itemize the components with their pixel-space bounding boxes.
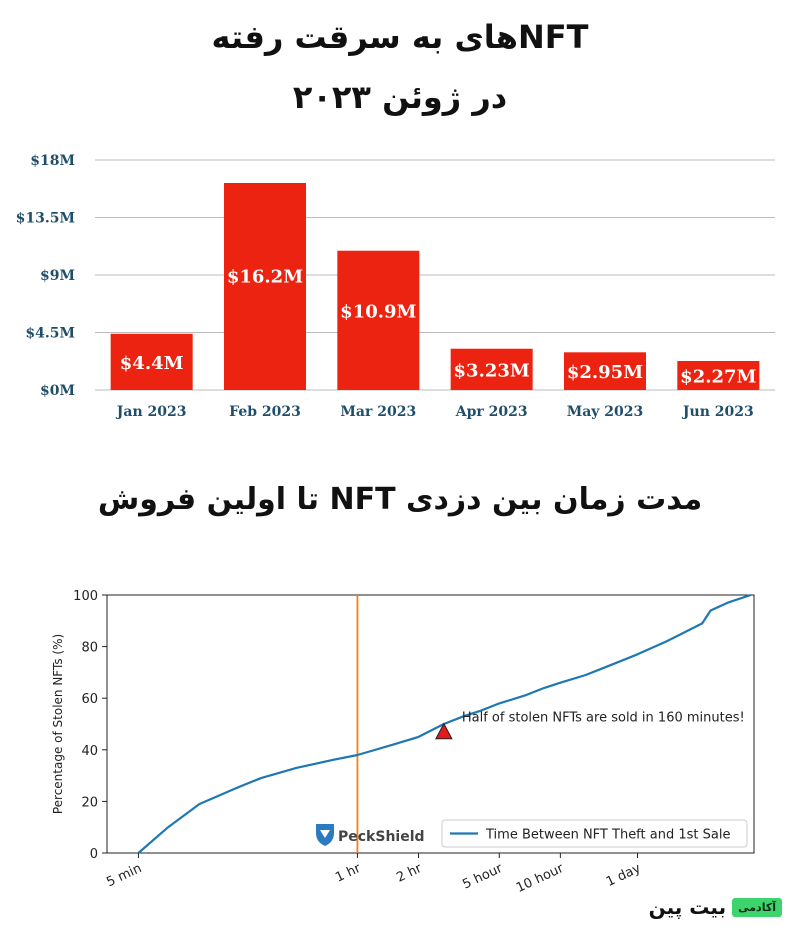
peckshield-logo-text: PeckShield [338,829,425,845]
y-tick-label: 80 [81,641,98,656]
y-tick-label: 100 [73,589,98,604]
bar [110,333,193,390]
bar [224,183,306,390]
y-tick-label: $4.5M [25,326,75,342]
peckshield-logo-mark [320,830,330,838]
bar [564,352,646,390]
x-tick-label: Jun 2023 [681,404,754,420]
y-tick-label: 0 [90,847,98,862]
x-tick-label: 1 day [604,861,644,890]
y-tick-label: 60 [81,692,98,707]
plot-frame [106,594,755,854]
bar [677,360,760,390]
bar-value-label: $2.95M [567,362,643,383]
x-tick-label: 5 min [104,861,144,890]
x-tick-label: Mar 2023 [340,404,416,420]
bar [450,348,533,390]
bar-value-label: $4.4M [120,353,184,374]
bar-chart: $0M $4.5M $9M $13.5M $18M $4.4M Jan 2023 $16.2M… [16,153,775,420]
bar [337,250,420,390]
x-tick-label: 1 hr [333,861,363,886]
annotation-text: Half of stolen NFTs are sold in 160 minu… [462,711,745,726]
legend-label: Time Between NFT Theft and 1st Sale [485,828,730,843]
y-tick-label: $18M [30,153,75,169]
peckshield-logo-icon [316,824,334,846]
y-tick-label: 20 [81,795,98,810]
chart-subtitle-1: در ژوئن ۲۰۲۳ [292,78,508,116]
series-line [137,593,752,854]
bar-value-label: $16.2M [227,266,303,287]
x-tick-label: 10 hour [514,861,567,896]
brand-logo: آکادمی بیت پین [649,895,782,919]
bar-value-label: $10.9M [340,302,416,323]
x-tick-label: Feb 2023 [229,404,301,420]
x-tick-label: Apr 2023 [455,404,528,420]
y-axis-label: Percentage of Stolen NFTs (%) [51,634,65,814]
brand-badge: آکادمی [732,897,782,917]
x-tick-label: 2 hr [394,861,424,886]
y-tick-label: $9M [40,268,75,284]
y-tick-label: $13.5M [16,211,75,227]
brand-name: بیت پین [648,895,727,919]
x-tick-label: Jan 2023 [115,404,187,420]
y-tick-label: $0M [40,383,75,399]
x-tick-label: May 2023 [567,404,644,420]
y-tick-label: 40 [81,744,98,759]
bar-value-label: $2.27M [680,366,756,387]
legend-box [441,819,748,848]
chart-title-1: NFTهای به سرقت رفته [211,18,589,56]
median-marker [435,722,453,740]
bar-value-label: $3.23M [454,360,530,381]
x-tick-label: 5 hour [460,861,505,893]
chart-title-2: مدت زمان بین دزدی NFT تا اولین فروش [97,482,703,517]
